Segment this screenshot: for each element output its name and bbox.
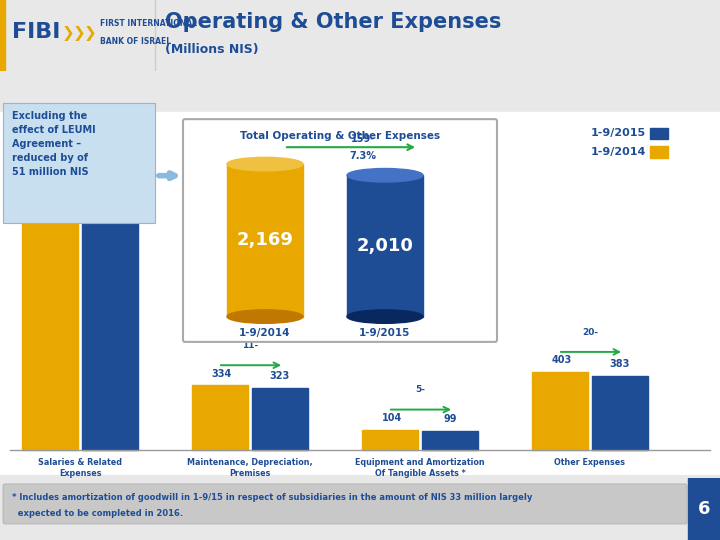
Ellipse shape — [347, 310, 423, 323]
Text: * Includes amortization of goodwill in 1-9/15 in respect of subsidiaries in the : * Includes amortization of goodwill in 1… — [12, 494, 532, 502]
Text: 1-9/2015: 1-9/2015 — [359, 328, 410, 339]
Bar — [362, 430, 418, 450]
Text: BANK OF ISRAEL: BANK OF ISRAEL — [100, 37, 171, 46]
Text: Operating & Other Expenses: Operating & Other Expenses — [165, 12, 501, 32]
Text: 123-
-9%: 123- -9% — [68, 139, 91, 158]
Text: 1,205: 1,205 — [94, 201, 125, 211]
Text: 5-: 5- — [415, 386, 425, 394]
Bar — [82, 218, 138, 450]
Text: FIRST INTERNATIONAL: FIRST INTERNATIONAL — [100, 19, 197, 28]
Bar — [532, 372, 588, 450]
Bar — [22, 194, 78, 450]
Bar — [252, 388, 308, 450]
Ellipse shape — [227, 157, 303, 171]
Bar — [650, 127, 668, 139]
Ellipse shape — [227, 310, 303, 323]
Text: Maintenance, Depreciation,
Premises: Maintenance, Depreciation, Premises — [187, 458, 312, 478]
Text: Excluding the
effect of LEUMI
Agreement –
reduced by of
51 million NIS: Excluding the effect of LEUMI Agreement … — [12, 111, 96, 177]
Bar — [0, 0, 5, 71]
FancyBboxPatch shape — [3, 103, 155, 223]
Text: Salaries & Related
Expenses: Salaries & Related Expenses — [38, 458, 122, 478]
Text: 11-: 11- — [242, 341, 258, 350]
Text: 7.3%: 7.3% — [349, 151, 377, 160]
Text: 99: 99 — [444, 414, 456, 424]
FancyBboxPatch shape — [183, 119, 497, 342]
Text: 159-: 159- — [351, 134, 375, 144]
Bar — [227, 164, 303, 316]
Text: 2,010: 2,010 — [356, 237, 413, 255]
Text: 20-: 20- — [582, 328, 598, 337]
Text: 403: 403 — [552, 355, 572, 366]
Text: 1-9/2015: 1-9/2015 — [591, 129, 646, 138]
Text: 334: 334 — [212, 369, 232, 379]
Bar — [422, 431, 478, 450]
Bar — [192, 386, 248, 450]
Text: 6: 6 — [698, 500, 710, 518]
Text: ❯: ❯ — [62, 26, 75, 41]
Text: 2,169: 2,169 — [237, 231, 294, 249]
Text: Total Operating & Other Expenses: Total Operating & Other Expenses — [240, 131, 440, 141]
Text: ❯: ❯ — [84, 26, 96, 41]
Bar — [650, 146, 668, 158]
Text: 323: 323 — [270, 371, 290, 381]
Text: expected to be completed in 2016.: expected to be completed in 2016. — [12, 509, 183, 518]
Text: 104: 104 — [382, 413, 402, 423]
Text: ❯: ❯ — [73, 26, 86, 41]
Text: 1,328: 1,328 — [37, 177, 68, 187]
Text: Equipment and Amortization
Of Tangible Assets *: Equipment and Amortization Of Tangible A… — [355, 458, 485, 478]
Bar — [0, 112, 720, 475]
Ellipse shape — [347, 168, 423, 182]
Text: 1-9/2014: 1-9/2014 — [239, 328, 291, 339]
Bar — [688, 478, 720, 540]
FancyBboxPatch shape — [3, 484, 687, 524]
Text: Other Expenses: Other Expenses — [554, 458, 626, 467]
Bar — [347, 176, 423, 316]
Bar — [592, 376, 648, 450]
Text: (Millions NIS): (Millions NIS) — [165, 43, 258, 56]
Text: 1-9/2014: 1-9/2014 — [590, 147, 646, 157]
Text: 383: 383 — [610, 359, 630, 369]
Text: FIBI: FIBI — [12, 22, 60, 42]
